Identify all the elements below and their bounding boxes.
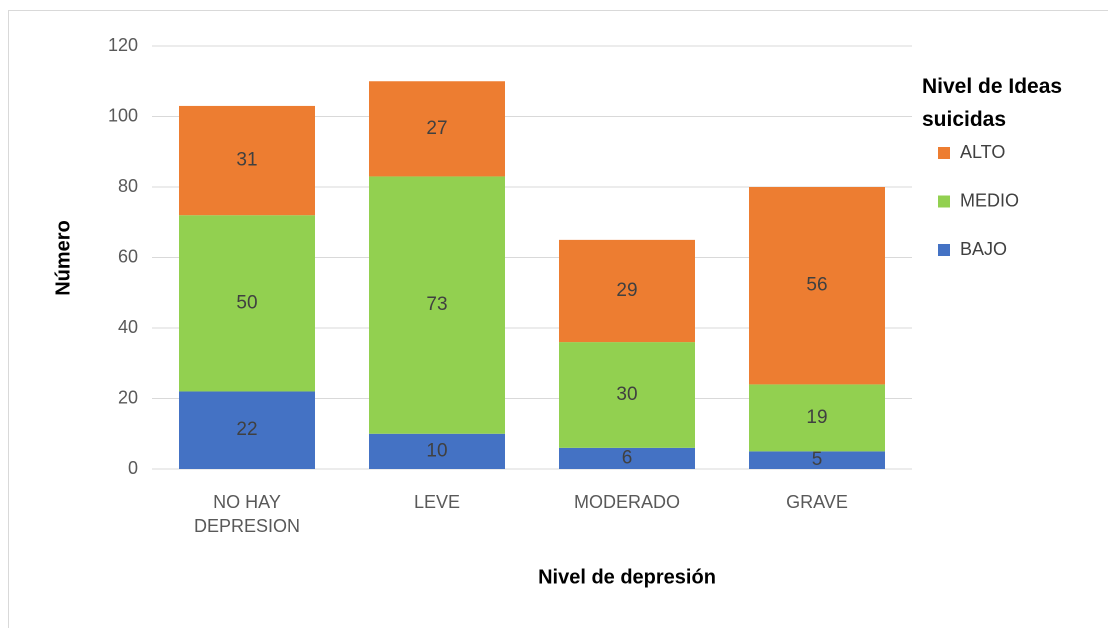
data-label: 5 [812, 449, 823, 470]
y-tick-label: 120 [108, 35, 138, 55]
bar-segment [749, 187, 885, 385]
legend-label: ALTO [960, 142, 1005, 162]
chart-border [8, 10, 1108, 628]
bar-segment [369, 176, 505, 434]
data-label: 27 [426, 118, 447, 139]
bar-segment [559, 342, 695, 448]
bar-segment [179, 105, 315, 216]
data-label: 30 [616, 384, 637, 405]
y-tick-label: 60 [118, 246, 138, 266]
legend-label: MEDIO [960, 190, 1019, 210]
legend-swatch [938, 244, 950, 256]
data-label: 56 [806, 275, 827, 296]
data-label: 50 [236, 292, 257, 313]
bar-segment [369, 81, 505, 177]
y-tick-label: 0 [128, 458, 138, 478]
data-label: 31 [236, 150, 257, 171]
legend-label: BAJO [960, 239, 1007, 259]
x-tick-label: LEVE [413, 492, 461, 512]
data-label: 22 [236, 419, 257, 440]
y-tick-label: 40 [118, 317, 138, 337]
bar-segment [749, 451, 885, 469]
y-axis-label: Número [52, 220, 74, 296]
bar-segment [559, 239, 695, 343]
bar-segment [369, 433, 505, 469]
x-tick-label: MODERADO [573, 492, 680, 512]
x-tick-label: GRAVE [786, 492, 848, 512]
data-label: 6 [622, 447, 633, 468]
legend-swatch [938, 195, 950, 208]
data-label: 73 [426, 294, 447, 315]
data-label: 29 [616, 280, 637, 301]
x-tick-label: NO HAY DEPRESION [193, 492, 301, 536]
x-axis-label: Nivel de depresión [538, 566, 716, 588]
bar-segment [179, 215, 315, 392]
data-label: 10 [426, 440, 447, 461]
bar-segment [559, 447, 695, 469]
bar-segment [179, 391, 315, 469]
y-tick-label: 100 [108, 105, 138, 125]
bar-segment [749, 384, 885, 452]
data-label: 19 [806, 407, 827, 428]
y-tick-label: 80 [118, 176, 138, 196]
legend-title: Nivel de Ideas suicidas [922, 75, 1063, 131]
y-tick-label: 20 [118, 387, 138, 407]
legend-swatch [938, 147, 950, 159]
